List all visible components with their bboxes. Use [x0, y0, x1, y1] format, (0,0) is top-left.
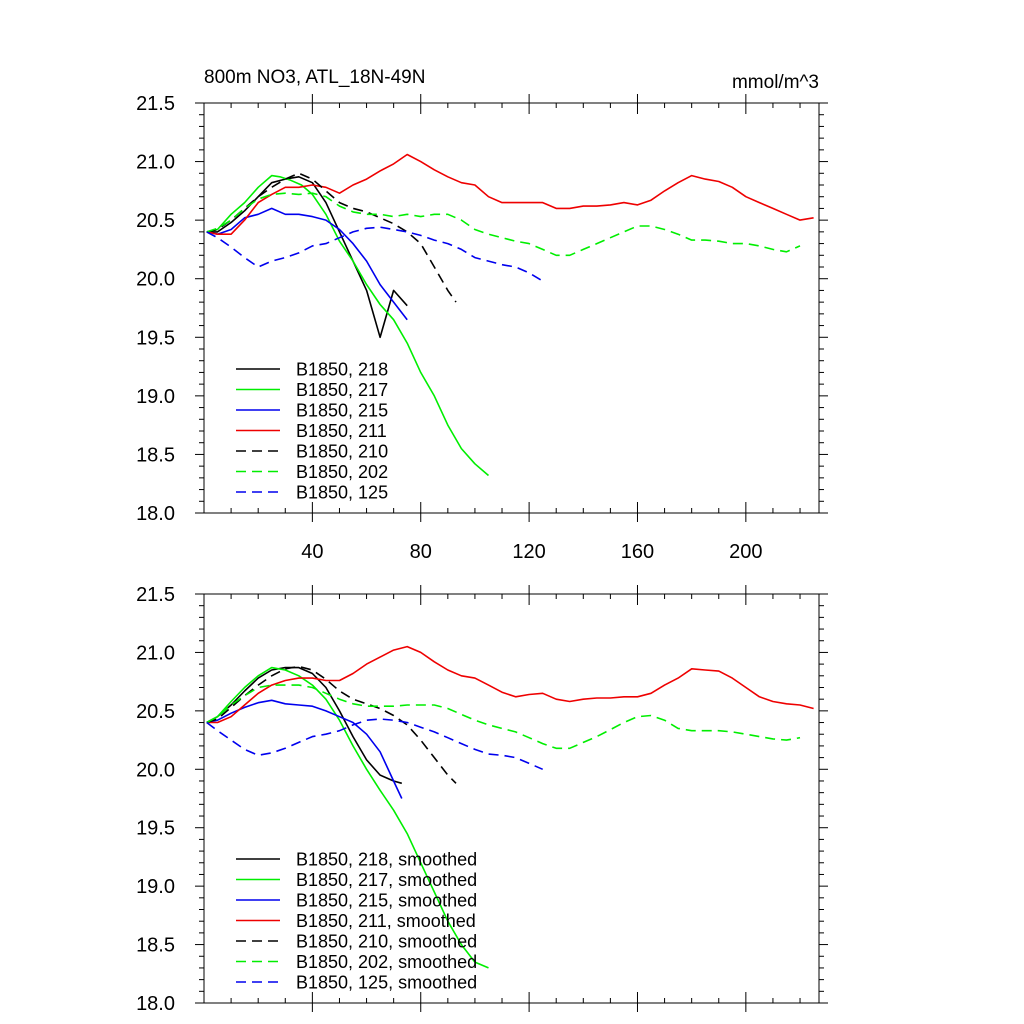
chart-panel-1: 40 80 120 160 200 18.0 18.5 19.0 19.5 20.0 20.5 21.…	[136, 67, 828, 563]
legend-label: B1850, 215, smoothed	[296, 891, 477, 911]
series-line-3	[206, 207, 408, 321]
y-tick-label: 21.0	[136, 642, 175, 664]
legend-label: B1850, 218, smoothed	[296, 850, 477, 870]
y-tick-label: 18.5	[136, 444, 175, 466]
legend-label: B1850, 211	[296, 421, 387, 441]
x-tick-label: 160	[621, 541, 654, 563]
series-line-1	[206, 176, 408, 339]
series-line-5	[206, 172, 457, 303]
legend-label: B1850, 210	[296, 442, 388, 462]
y-tick-label: 20.5	[136, 210, 175, 232]
legend-label: B1850, 217	[296, 380, 388, 400]
chart-title: 800m NO3, ATL_18N-49N	[204, 67, 425, 88]
chart-panel-2: 18.0 18.5 19.0 19.5 20.0 20.5 21.0 21.5 B1850, 2…	[136, 584, 828, 1015]
y-tick-label: 19.5	[136, 818, 175, 840]
y-tick-label: 18.0	[136, 503, 175, 525]
y-tick-label: 18.0	[136, 993, 175, 1015]
y-tick-label: 19.0	[136, 386, 175, 408]
y-tick-label: 21.0	[136, 152, 175, 174]
series-line-6	[206, 684, 801, 750]
series-line-7	[206, 226, 544, 282]
legend-label: B1850, 217, smoothed	[296, 870, 477, 890]
series-line-5	[206, 665, 457, 784]
x-tick-label: 80	[410, 541, 432, 563]
legend-label: B1850, 211, smoothed	[296, 911, 476, 931]
y-tick-label: 21.5	[136, 584, 175, 606]
y-tick-label: 19.5	[136, 327, 175, 349]
legend-label: B1850, 218	[296, 360, 388, 380]
y-tick-label: 21.5	[136, 93, 175, 115]
x-tick-label: 200	[729, 541, 762, 563]
chart-units: mmol/m^3	[732, 72, 819, 93]
series-line-4	[206, 153, 814, 235]
series-line-7	[206, 718, 544, 771]
plot-frame	[203, 593, 820, 1004]
y-tick-label: 20.5	[136, 701, 175, 723]
legend-label: B1850, 202	[296, 462, 388, 482]
series-line-2	[206, 174, 490, 477]
y-tick-label: 18.5	[136, 935, 175, 957]
legend-label: B1850, 210, smoothed	[296, 932, 477, 952]
y-tick-label: 19.0	[136, 876, 175, 898]
legend-label: B1850, 125, smoothed	[296, 973, 477, 993]
y-tick-label: 20.0	[136, 269, 175, 291]
legend-label: B1850, 215	[296, 401, 388, 421]
series-line-4	[206, 645, 814, 724]
x-tick-label: 120	[512, 541, 545, 563]
series-line-1	[206, 666, 403, 785]
legend-label: B1850, 125	[296, 483, 388, 503]
y-tick-label: 20.0	[136, 759, 175, 781]
legend-label: B1850, 202, smoothed	[296, 952, 477, 972]
x-tick-label: 40	[301, 541, 323, 563]
series-line-3	[206, 699, 403, 799]
plot-frame	[203, 102, 820, 514]
series-line-2	[206, 666, 489, 969]
